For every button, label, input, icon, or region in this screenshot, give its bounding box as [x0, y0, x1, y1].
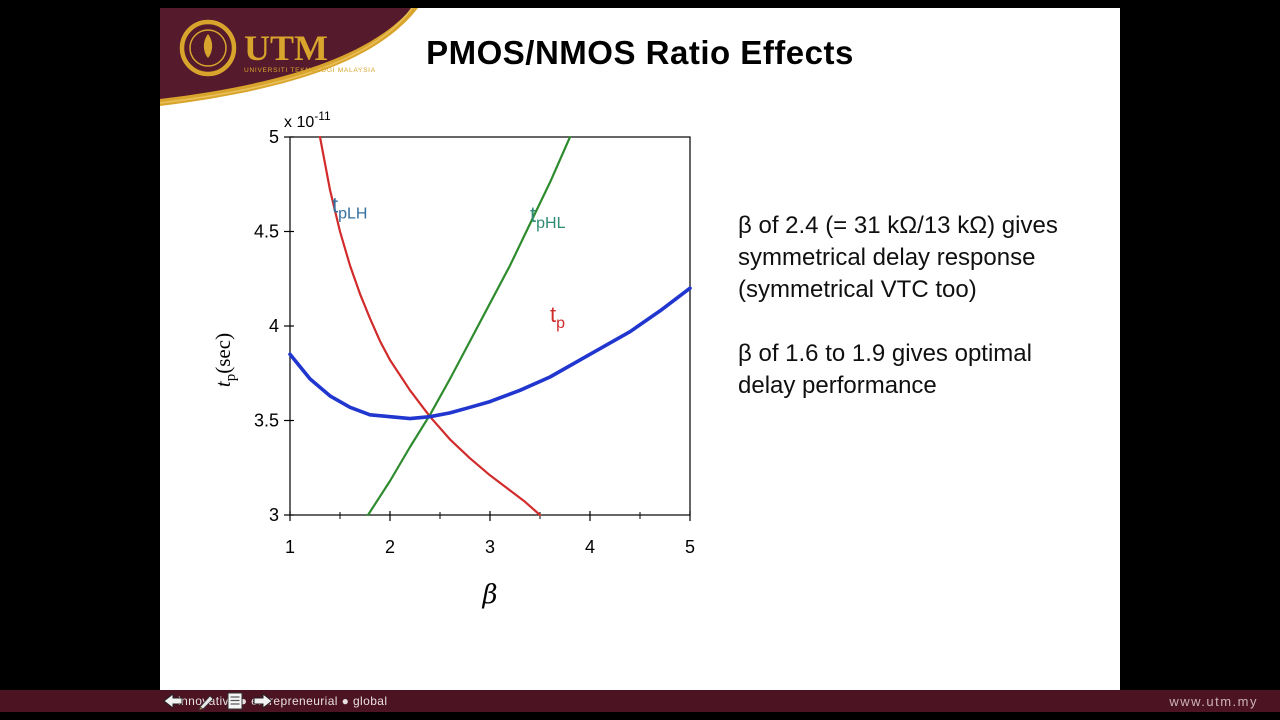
- footer-bar: innovative ● entrepreneurial ● global ww…: [0, 690, 1280, 712]
- utm-logo-acronym: UTM: [244, 28, 328, 68]
- series-tpHL: [366, 135, 572, 517]
- curve-label-tp: tp: [550, 302, 565, 332]
- x-tick-label: 3: [485, 537, 495, 557]
- pencil-icon[interactable]: [196, 691, 218, 711]
- y-tick-label: 4: [269, 316, 279, 336]
- note-line: β of 1.6 to 1.9 gives optimal: [738, 340, 1032, 367]
- footer-url: www.utm.my: [1169, 694, 1258, 709]
- curve-label-tpLH: tpLH: [332, 193, 367, 223]
- y-axis-label: tp(sec): [211, 333, 239, 387]
- prev-slide-icon[interactable]: [162, 691, 184, 711]
- notes-block: β of 2.4 (= 31 kΩ/13 kΩ) gives symmetrica…: [738, 210, 1148, 434]
- y-tick-label: 3.5: [254, 411, 279, 431]
- series-tp: [288, 286, 692, 421]
- y-axis-multiplier: x 10-11: [284, 109, 331, 131]
- y-tick-label: 4.5: [254, 222, 279, 242]
- slide-title: PMOS/NMOS Ratio Effects: [426, 34, 854, 71]
- utm-banner: UTM UNIVERSITI TEKNOLOGI MALAYSIA: [160, 8, 418, 106]
- note-line: β of 2.4 (= 31 kΩ/13 kΩ) gives: [738, 212, 1058, 239]
- x-tick-label: 2: [385, 537, 395, 557]
- y-tick-label: 3: [269, 505, 279, 525]
- utm-logo: UTM UNIVERSITI TEKNOLOGI MALAYSIA: [179, 19, 376, 77]
- y-tick-label: 5: [269, 127, 279, 147]
- curve-label-tpHL: tpHL: [530, 202, 566, 232]
- note-line: (symmetrical VTC too): [738, 276, 977, 303]
- series-tpLH: [318, 135, 542, 517]
- plot-box: [289, 136, 691, 516]
- notes-page-icon[interactable]: [224, 691, 246, 711]
- note-line: symmetrical delay response: [738, 244, 1036, 271]
- utm-logo-orgline: UNIVERSITI TEKNOLOGI MALAYSIA: [244, 67, 376, 74]
- note-line: delay performance: [738, 372, 937, 399]
- x-axis-label: β: [481, 580, 497, 610]
- x-tick-label: 1: [285, 537, 295, 557]
- x-tick-label: 5: [685, 537, 695, 557]
- note-paragraph: β of 1.6 to 1.9 gives optimal delay perfo…: [738, 338, 1148, 402]
- banner-gold-line: [160, 8, 413, 104]
- x-tick-label: 4: [585, 537, 595, 557]
- slide: [160, 8, 1120, 690]
- utm-logo-flame-icon: [203, 34, 213, 58]
- note-paragraph: β of 2.4 (= 31 kΩ/13 kΩ) gives symmetrica…: [738, 210, 1148, 306]
- next-slide-icon[interactable]: [252, 691, 274, 711]
